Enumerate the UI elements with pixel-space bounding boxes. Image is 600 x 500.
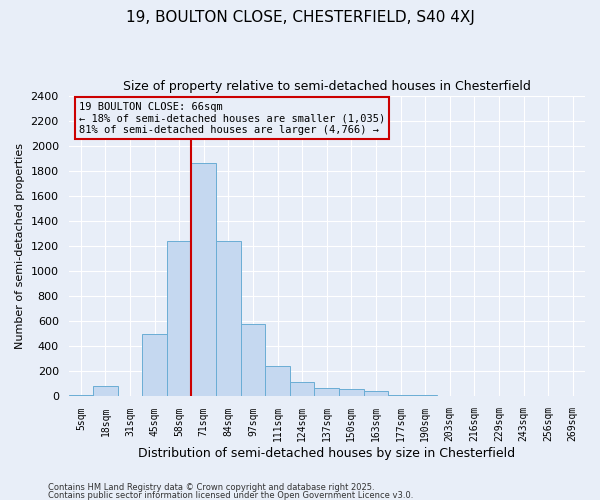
Bar: [290, 382, 314, 396]
Bar: [191, 164, 216, 396]
Text: 19 BOULTON CLOSE: 66sqm
← 18% of semi-detached houses are smaller (1,035)
81% of: 19 BOULTON CLOSE: 66sqm ← 18% of semi-de…: [79, 102, 385, 135]
Bar: [216, 241, 241, 396]
Bar: [68, 395, 93, 396]
Text: Contains public sector information licensed under the Open Government Licence v3: Contains public sector information licen…: [48, 490, 413, 500]
Bar: [93, 386, 118, 396]
Bar: [265, 366, 290, 396]
Bar: [314, 388, 339, 396]
X-axis label: Distribution of semi-detached houses by size in Chesterfield: Distribution of semi-detached houses by …: [138, 447, 515, 460]
Bar: [339, 389, 364, 396]
Bar: [142, 334, 167, 396]
Bar: [413, 395, 437, 396]
Text: Contains HM Land Registry data © Crown copyright and database right 2025.: Contains HM Land Registry data © Crown c…: [48, 484, 374, 492]
Bar: [167, 241, 191, 396]
Bar: [388, 395, 413, 396]
Text: 19, BOULTON CLOSE, CHESTERFIELD, S40 4XJ: 19, BOULTON CLOSE, CHESTERFIELD, S40 4XJ: [125, 10, 475, 25]
Y-axis label: Number of semi-detached properties: Number of semi-detached properties: [15, 143, 25, 349]
Bar: [241, 324, 265, 396]
Title: Size of property relative to semi-detached houses in Chesterfield: Size of property relative to semi-detach…: [123, 80, 531, 93]
Bar: [364, 392, 388, 396]
